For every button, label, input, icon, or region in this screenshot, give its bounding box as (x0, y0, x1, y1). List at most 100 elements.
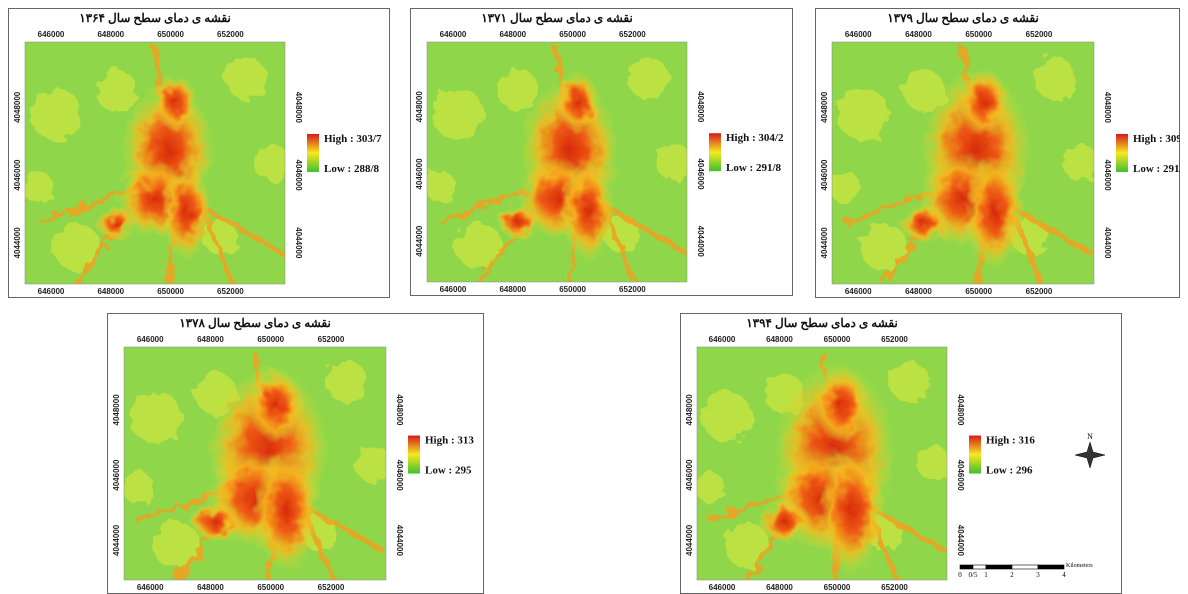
y-tick-label: 4046000 (112, 459, 121, 491)
warm-patch (627, 57, 669, 99)
heat-map (697, 347, 947, 580)
map-panel: نقشه ی دمای سطح سال ۱۳۷۹ 646000 646000 6480… (815, 8, 1180, 298)
y-tick-label: 4044000 (685, 524, 694, 556)
x-tick-label: 652000 (619, 285, 646, 294)
x-tick-label: 648000 (766, 583, 793, 592)
warm-patch (25, 171, 54, 203)
x-tick-label: 652000 (881, 335, 908, 344)
heat-map (124, 347, 386, 580)
hot-zone (95, 208, 137, 239)
hot-zone (555, 71, 600, 133)
hot-zone (959, 68, 1009, 137)
warm-patch (917, 446, 947, 481)
x-tick-label: 650000 (157, 287, 184, 296)
map-frame (123, 346, 387, 581)
warm-patch (832, 171, 861, 203)
warm-patch (354, 445, 386, 482)
x-tick-label: 650000 (257, 583, 284, 592)
warm-patch (837, 88, 890, 141)
x-tick-label: 646000 (440, 30, 467, 39)
x-tick-label: 648000 (905, 287, 932, 296)
map-title: نقشه ی دمای سطح سال ۱۳۹۴ (746, 316, 898, 331)
map-svg: نقشه ی دمای سطح سال ۱۳۷۱ 646000 646000 6480… (410, 8, 793, 296)
heat-layer (832, 46, 1094, 284)
scale-segment (1037, 564, 1065, 570)
y-tick-label: 4044000 (294, 227, 303, 259)
y-tick-label: 4048000 (1103, 92, 1112, 124)
map-svg: نقشه ی دمای سطح سال ۱۳۹۴ 646000 646000 6480… (680, 313, 1122, 594)
legend-high: High : 309/5 (1133, 133, 1180, 145)
x-tick-label: 646000 (38, 287, 65, 296)
hot-zone (248, 368, 304, 442)
warm-patch (860, 224, 908, 272)
legend-low: Low : 291/8 (726, 162, 782, 174)
x-tick-label: 648000 (197, 335, 224, 344)
heat-map (832, 42, 1094, 284)
map-frame (24, 41, 286, 285)
hot-zone (161, 163, 212, 260)
x-tick-label: 646000 (845, 30, 872, 39)
y-tick-label: 4044000 (1103, 227, 1112, 259)
warm-patch (889, 361, 930, 402)
heat-layer (25, 46, 285, 284)
map-svg: نقشه ی دمای سطح سال ۱۳۶۴ 646000 646000 6480… (8, 8, 390, 298)
scale-segment (985, 564, 1013, 570)
legend-ramp (1116, 133, 1128, 172)
hot-zone (253, 448, 320, 572)
x-tick-label: 652000 (217, 287, 244, 296)
x-tick-label: 650000 (157, 30, 184, 39)
y-tick-label: 4044000 (395, 525, 404, 557)
map-title: نقشه ی دمای سطح سال ۱۳۷۸ (179, 316, 331, 331)
warm-patch (697, 471, 725, 502)
x-tick-label: 650000 (559, 30, 586, 39)
scale-unit: Kilometers (1066, 563, 1093, 569)
x-tick-label: 650000 (965, 287, 992, 296)
scale-segment (959, 564, 974, 570)
map-title: نقشه ی دمای سطح سال ۱۳۶۴ (79, 11, 231, 26)
legend-high: High : 313 (425, 435, 474, 447)
x-tick-label: 650000 (824, 583, 851, 592)
hot-zone (898, 205, 949, 242)
warm-patch (724, 522, 770, 568)
y-tick-label: 4048000 (415, 91, 424, 123)
scale-segment (972, 564, 987, 570)
y-tick-label: 4044000 (956, 525, 965, 557)
hot-zone (495, 205, 541, 239)
map-title: نقشه ی دمای سطح سال ۱۳۷۱ (481, 11, 633, 26)
warm-patch (1062, 144, 1094, 182)
x-tick-label: 648000 (499, 30, 526, 39)
y-tick-label: 4046000 (820, 159, 829, 191)
y-tick-label: 4046000 (395, 460, 404, 492)
map-panel: نقشه ی دمای سطح سال ۱۳۷۸ 646000 646000 6480… (107, 313, 484, 594)
warm-patch (432, 88, 485, 140)
x-tick-label: 646000 (38, 30, 65, 39)
legend-low: Low : 291/3 (1133, 163, 1180, 175)
hot-zone (188, 502, 244, 542)
y-tick-label: 4046000 (415, 158, 424, 190)
scale-label: 0 (958, 571, 962, 579)
x-tick-label: 652000 (1026, 30, 1053, 39)
x-tick-label: 652000 (217, 30, 244, 39)
x-tick-label: 652000 (619, 30, 646, 39)
x-tick-label: 652000 (318, 583, 345, 592)
x-tick-label: 648000 (905, 30, 932, 39)
map-panel: نقشه ی دمای سطح سال ۱۳۹۴ 646000 646000 6480… (680, 313, 1122, 594)
legend-low: Low : 288/8 (324, 163, 380, 175)
warm-patch (95, 69, 137, 112)
legend-ramp (408, 435, 420, 474)
legend-ramp (969, 435, 981, 474)
y-tick-label: 4046000 (294, 160, 303, 192)
y-tick-label: 4048000 (112, 394, 121, 426)
map-panel: نقشه ی دمای سطح سال ۱۳۷۱ 646000 646000 6480… (410, 8, 793, 296)
hot-zone (814, 366, 870, 444)
y-tick-label: 4048000 (395, 394, 404, 426)
y-tick-label: 4046000 (956, 460, 965, 492)
warm-patch (702, 391, 752, 442)
hot-zone (757, 501, 812, 543)
heat-map (427, 42, 687, 282)
x-tick-label: 646000 (137, 583, 164, 592)
map-frame (831, 41, 1095, 285)
warm-patch (1033, 57, 1076, 100)
warm-patch (152, 521, 200, 569)
y-tick-label: 4044000 (696, 226, 705, 258)
